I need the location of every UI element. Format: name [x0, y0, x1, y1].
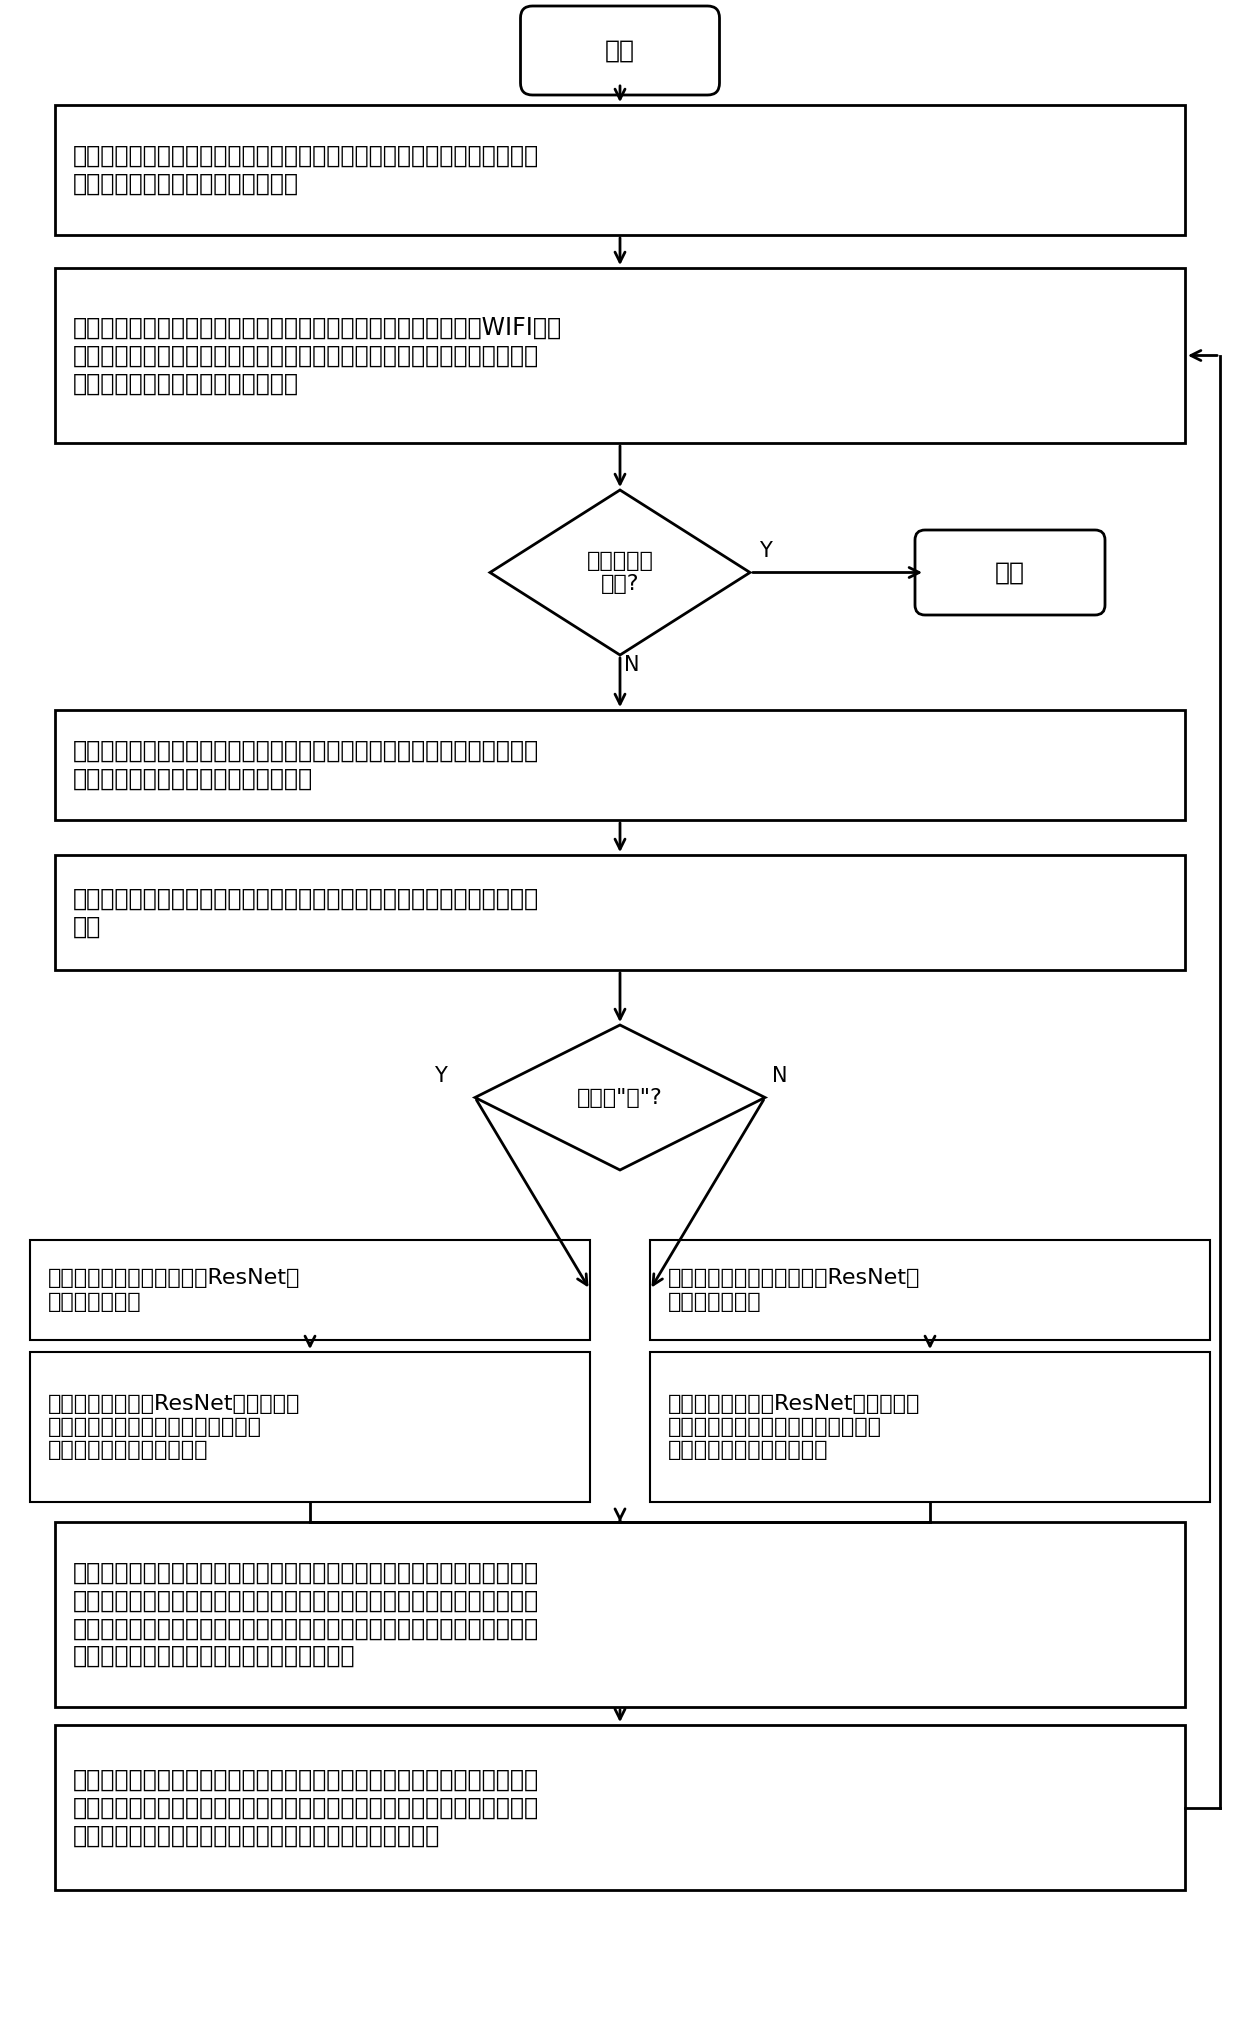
- Bar: [650, 1351, 1210, 1501]
- Bar: [55, 1521, 1185, 1707]
- Text: 第二步，云端服务器节点、地面机器人节点、空中机器人节点通过WIFI建立
连接信道以传播图片信息和速度命令信息；地面机器人节点和空中机器人节
点判断是否接收到用户: 第二步，云端服务器节点、地面机器人节点、空中机器人节点通过WIFI建立 连接信道…: [73, 316, 562, 394]
- FancyBboxPatch shape: [915, 530, 1105, 615]
- Text: 第一步，搭建多机器人环境，它由地面和空中机器人节点，云端服务器节点
构成。它们之间通过网络设备互连。: 第一步，搭建多机器人环境，它由地面和空中机器人节点，云端服务器节点 构成。它们之…: [73, 144, 539, 196]
- Text: 标志是"地"?: 标志是"地"?: [577, 1088, 663, 1107]
- Text: Y: Y: [434, 1066, 446, 1086]
- Bar: [30, 1351, 590, 1501]
- Text: Y: Y: [759, 540, 771, 560]
- Bar: [55, 267, 1185, 443]
- Text: N: N: [624, 655, 640, 676]
- Text: 将低层视图发送给地面基于ResNet的
图像分类模块。: 将低层视图发送给地面基于ResNet的 图像分类模块。: [48, 1268, 300, 1311]
- Bar: [55, 1726, 1185, 1889]
- Text: 地面机器人节点和空中机器人节点感知环境，并通过连接信道将视图发送给
云端服务器节点的感知数据接收模块。: 地面机器人节点和空中机器人节点感知环境，并通过连接信道将视图发送给 云端服务器节…: [73, 738, 539, 791]
- Text: 开始: 开始: [605, 38, 635, 63]
- Bar: [30, 1240, 590, 1339]
- Text: 第五步，空中基于ResNet的图像分类
模块进行图像识别分类，将初步识别
结果发送给协同决策模块。: 第五步，空中基于ResNet的图像分类 模块进行图像识别分类，将初步识别 结果发…: [668, 1394, 920, 1461]
- Bar: [55, 105, 1185, 235]
- Bar: [55, 856, 1185, 969]
- Text: 第七步，速度转换模块接收信号标志和分类标签概率向量，计算出机器人行
走的线速度和角速度，并将其发送给地面机器人和空中机器人的速度命令接
收模块，使得地面机器人和: 第七步，速度转换模块接收信号标志和分类标签概率向量，计算出机器人行 走的线速度和…: [73, 1768, 539, 1847]
- Text: 第四步，地面基于ResNet的图像分类
模块进行图像识别分类，将初步识别
结果发送给协同决策模块。: 第四步，地面基于ResNet的图像分类 模块进行图像识别分类，将初步识别 结果发…: [48, 1394, 300, 1461]
- Bar: [55, 710, 1185, 819]
- Polygon shape: [490, 490, 750, 655]
- FancyBboxPatch shape: [521, 6, 719, 95]
- Text: 第六步，协同识别决策模块根据初步识别结果判断图片识别是否正确。如果
正确，将结果发送给速度转换模块，执行第七步；否则将基于低层视图的分
类标签概率向量和分类标签: 第六步，协同识别决策模块根据初步识别结果判断图片识别是否正确。如果 正确，将结果…: [73, 1562, 539, 1669]
- Text: 第三步，云端服务器节点上的感知数据接收模块通过连接信道接收图片和标
志。: 第三步，云端服务器节点上的感知数据接收模块通过连接信道接收图片和标 志。: [73, 886, 539, 939]
- Text: N: N: [773, 1066, 787, 1086]
- Text: 结束: 结束: [994, 560, 1025, 585]
- Text: 接收到停止
命令?: 接收到停止 命令?: [587, 550, 653, 595]
- Text: 将高层视图发送给空中基于ResNet的
图像分类模块。: 将高层视图发送给空中基于ResNet的 图像分类模块。: [668, 1268, 920, 1311]
- Polygon shape: [475, 1026, 765, 1169]
- Bar: [650, 1240, 1210, 1339]
